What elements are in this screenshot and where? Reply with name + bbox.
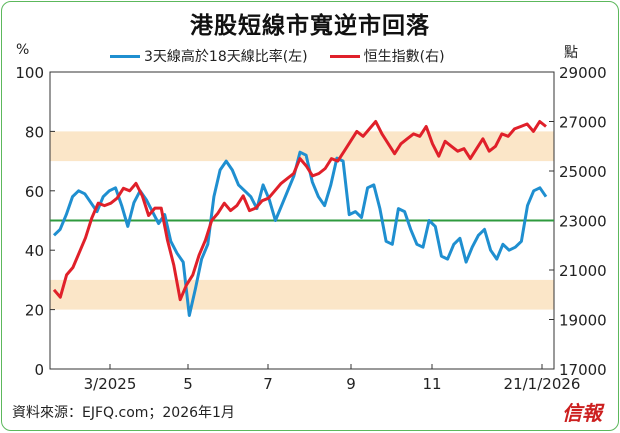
band-0 [50,279,554,310]
series-line-index [52,120,547,302]
x-tick-label: 9 [346,375,356,393]
right-tick-label: 17000 [559,361,607,379]
right-tick-label: 23000 [559,213,607,231]
x-tick-label: 7 [263,375,273,393]
legend-swatch-index [329,54,360,58]
x-tick-label: 11 [422,375,441,393]
legend-label-breadth: 3天線高於18天線比率(左) [144,49,308,65]
legend-item-index: 恒生指數(右) [329,46,445,66]
right-tick-label: 29000 [559,64,607,82]
left-tick-label: 0 [34,361,44,379]
chart-title: 港股短線市寬逆市回落 [190,13,430,39]
right-tick-label: 21000 [559,262,607,280]
chart-legend: 3天線高於18天線比率(左) 恒生指數(右) [110,46,467,66]
left-tick-label: 20 [25,302,44,320]
legend-label-index: 恒生指數(右) [363,49,445,65]
x-tick-label: 21/1/2026 [504,375,581,393]
x-tick-label: 3/2025 [84,375,137,393]
x-tick-label: 5 [183,375,193,393]
source-note: 資料來源：EJFQ.com；2026年1月 [12,405,235,421]
legend-swatch-breadth [110,54,140,58]
left-tick-label: 60 [25,183,44,201]
left-tick-label: 100 [15,64,44,82]
right-tick-label: 27000 [559,114,607,132]
publisher-logo: 信報 [562,401,602,425]
right-axis-unit: 點 [564,45,578,61]
series-line-breadth [52,150,548,317]
legend-item-breadth: 3天線高於18天線比率(左) [110,46,308,66]
left-tick-label: 80 [25,123,44,141]
left-tick-label: 40 [25,242,44,260]
right-tick-label: 25000 [559,163,607,181]
left-axis-unit: % [16,42,30,58]
right-tick-label: 19000 [559,312,607,330]
